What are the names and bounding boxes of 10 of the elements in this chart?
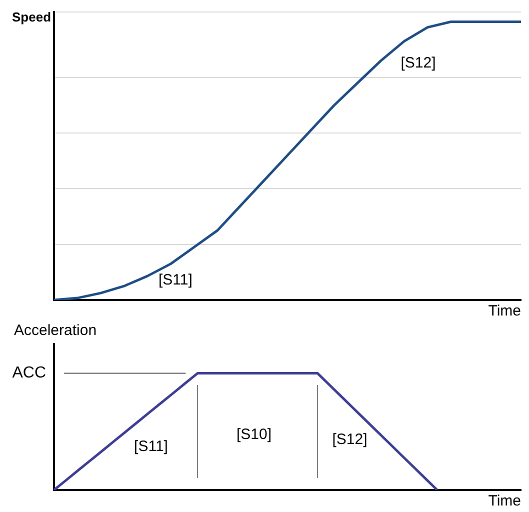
annotation: [S12]	[332, 430, 368, 448]
x-axis-title: Time	[488, 302, 521, 320]
annotation: [S12]	[400, 54, 436, 72]
ref-line-label: ACC	[12, 364, 46, 382]
annotation: [S10]	[236, 426, 272, 444]
x-axis-title: Time	[488, 492, 521, 510]
annotation: [S11]	[134, 438, 168, 455]
y-axis-title: Acceleration	[14, 322, 97, 340]
annotation: [S11]	[158, 272, 192, 289]
y-axis-title: Speed	[12, 10, 52, 25]
